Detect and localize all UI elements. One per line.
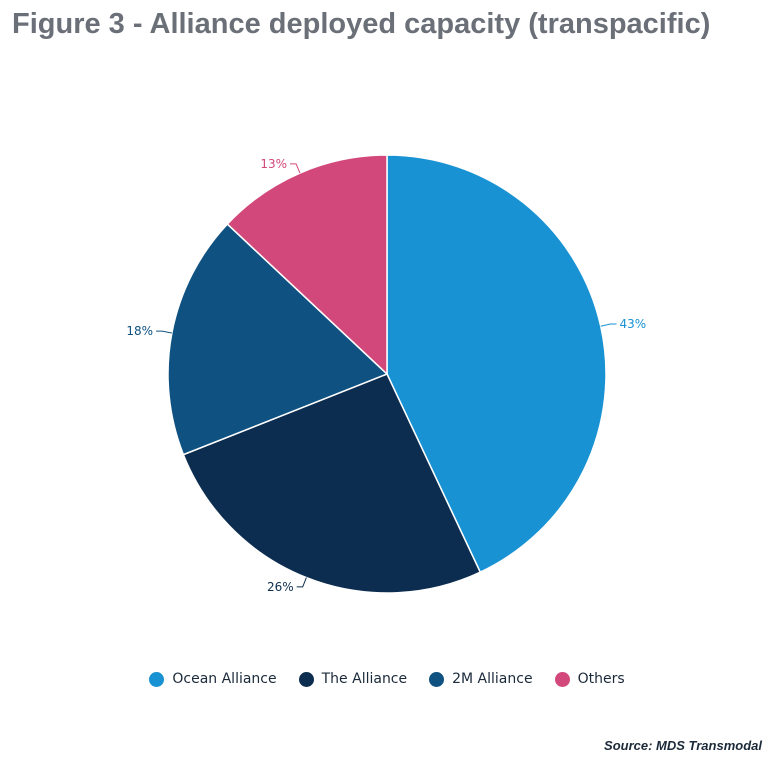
legend-item-2m-alliance: 2M Alliance [429, 671, 533, 687]
pie-slice-the-alliance [182, 373, 482, 594]
pie-chart: 43% 26% 18% 13% [126, 154, 646, 594]
legend-item-others: Others [554, 671, 625, 687]
data-label-the-alliance: 26% [267, 580, 294, 594]
legend-swatch-the-alliance [298, 671, 314, 687]
source-note: Source: MDS Transmodal [604, 738, 762, 753]
legend-label-the-alliance: The Alliance [321, 671, 408, 687]
pie-slices [167, 154, 607, 594]
legend-swatch-others [554, 671, 570, 687]
legend-label-2m-alliance: 2M Alliance [452, 671, 533, 687]
chart-title: Figure 3 - Alliance deployed capacity (t… [12, 8, 711, 40]
data-label-2m-alliance: 18% [126, 324, 153, 338]
pie-slice-others [226, 154, 388, 376]
legend-label-others: Others [577, 671, 625, 687]
legend-swatch-ocean-alliance [149, 671, 165, 687]
leader-line-2m-alliance [156, 330, 172, 334]
leader-line-ocean-alliance [600, 323, 617, 327]
data-label-others: 13% [260, 157, 287, 171]
legend-swatch-2m-alliance [429, 671, 445, 687]
label-leaders [156, 163, 617, 588]
data-labels: 43% 26% 18% 13% [126, 157, 646, 594]
leader-line-others [290, 163, 301, 174]
legend-label-ocean-alliance: Ocean Alliance [172, 671, 277, 687]
legend-item-the-alliance: The Alliance [298, 671, 408, 687]
legend-item-ocean-alliance: Ocean Alliance [149, 671, 277, 687]
leader-line-the-alliance [296, 577, 307, 588]
legend: Ocean Alliance The Alliance 2M Alliance Oth… [0, 671, 774, 687]
pie-slice-2m-alliance [167, 223, 389, 456]
data-label-ocean-alliance: 43% [619, 317, 646, 331]
